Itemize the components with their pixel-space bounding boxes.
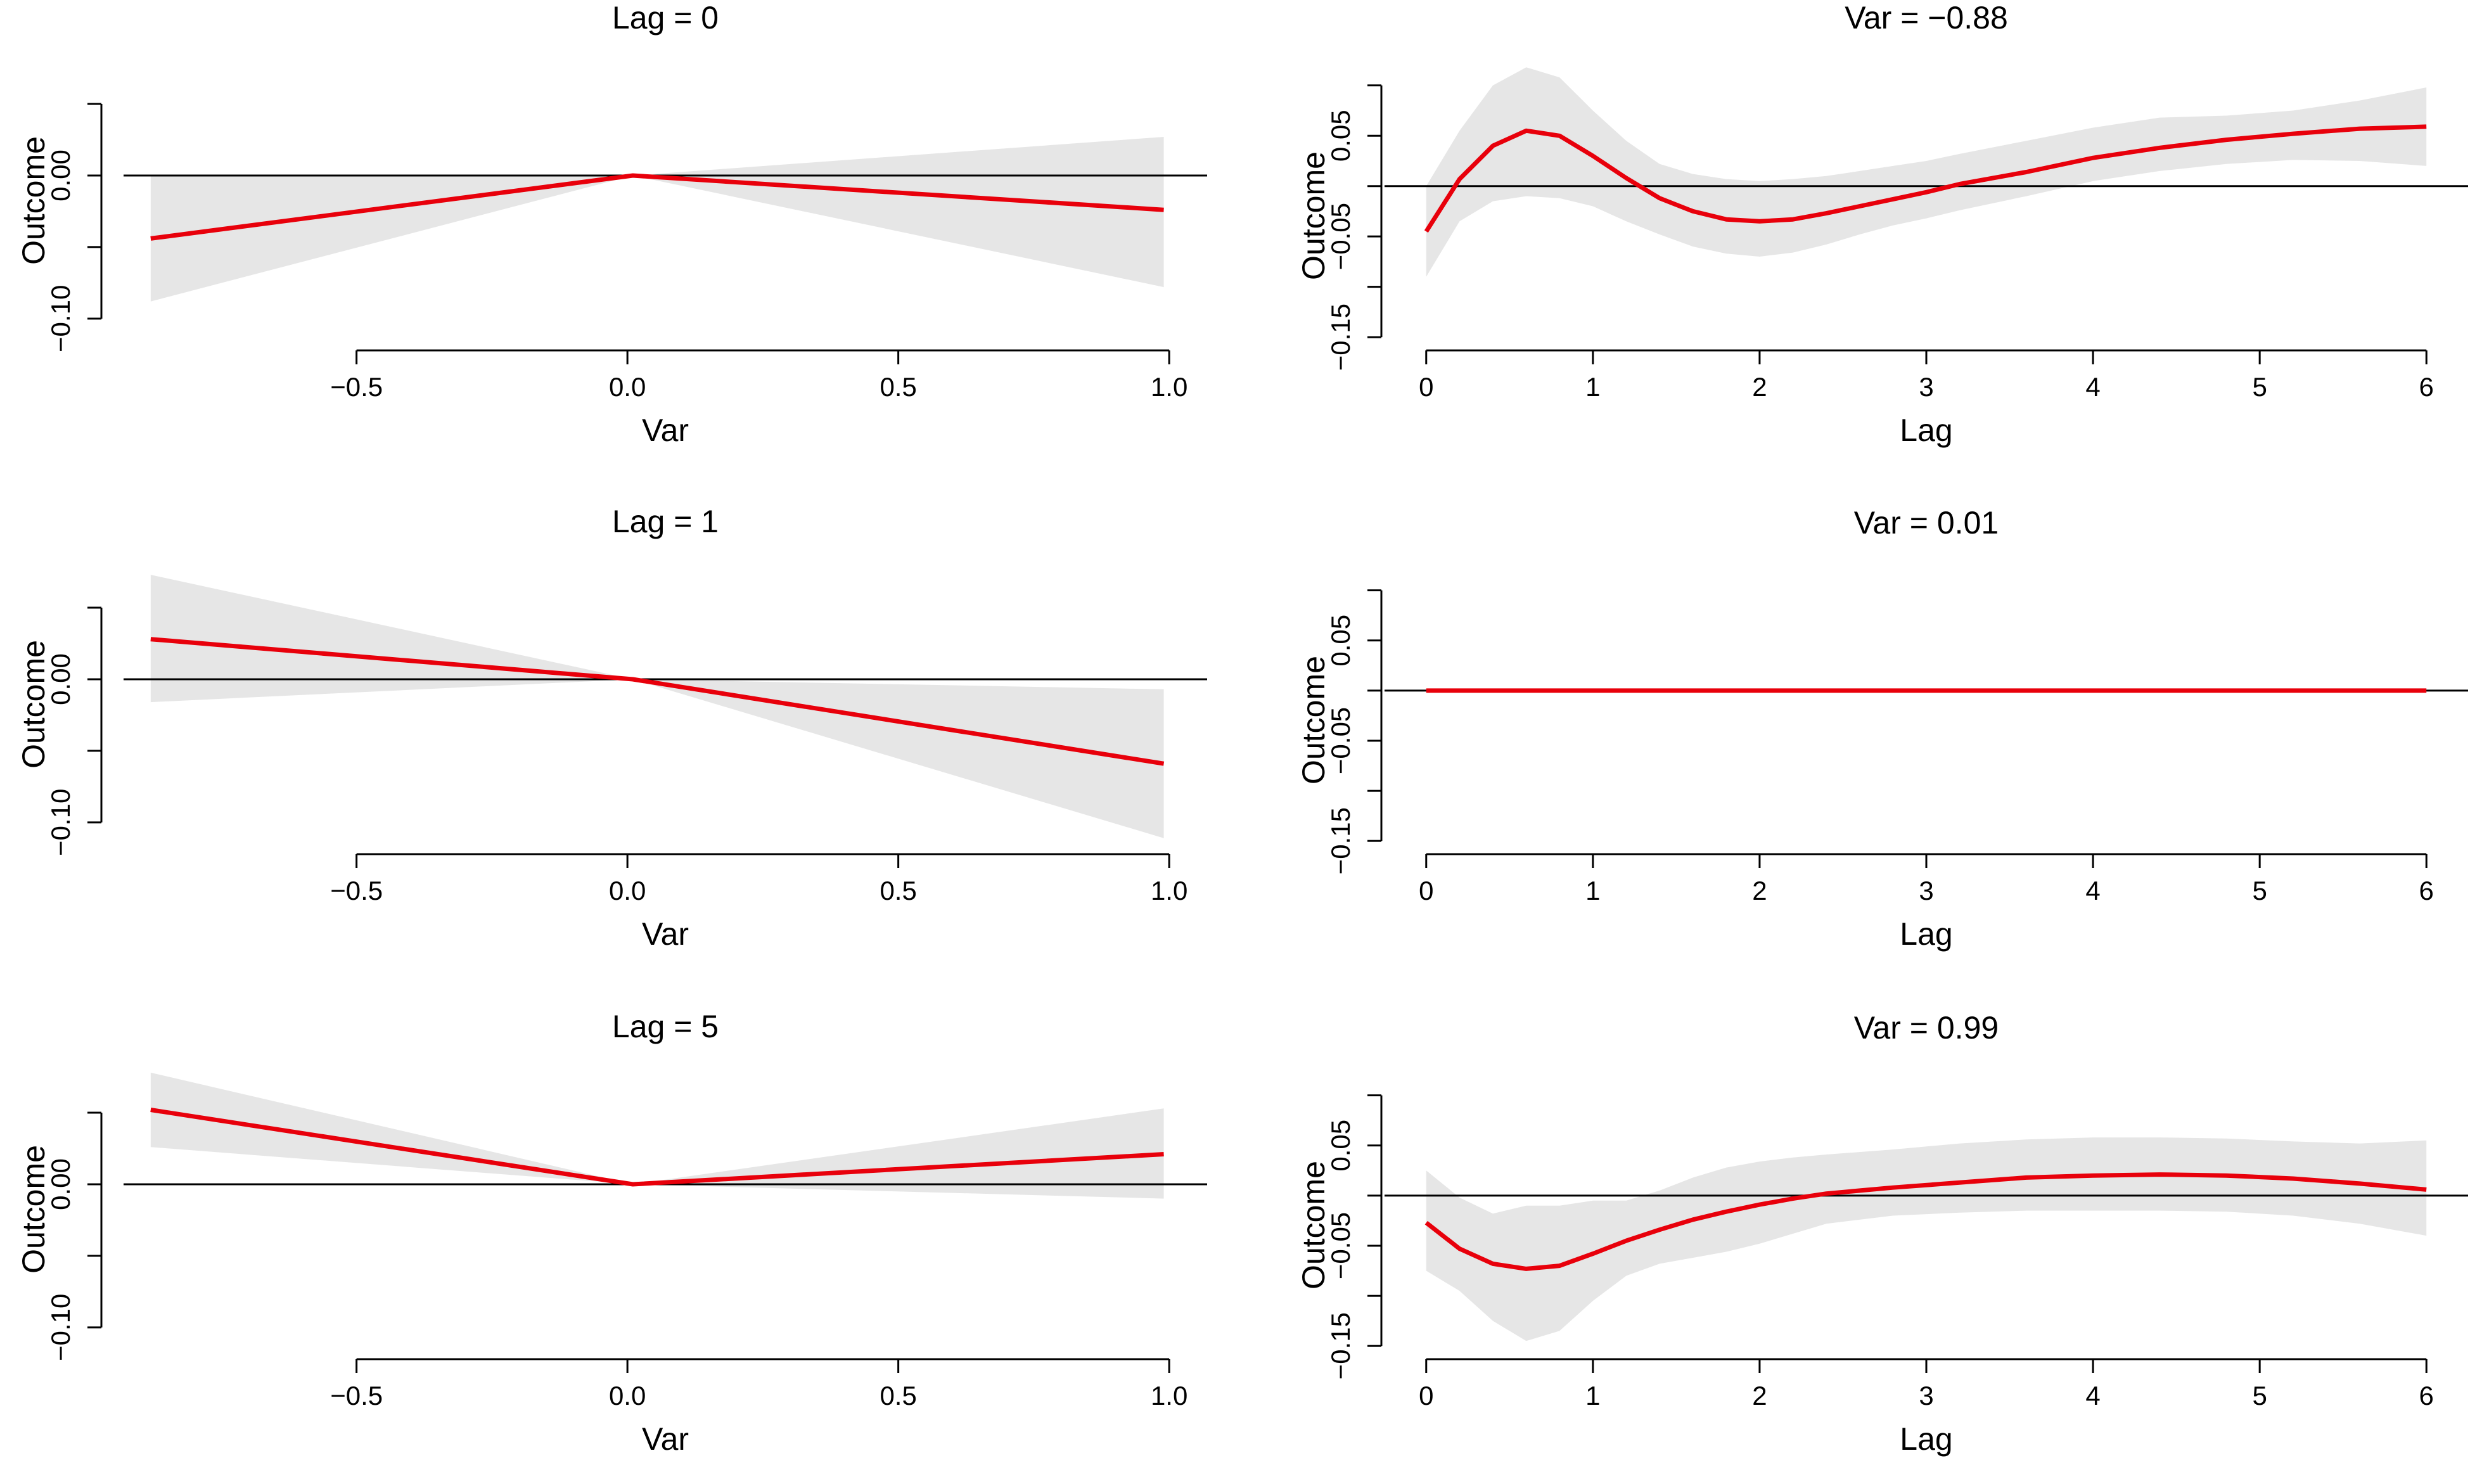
estimate-line <box>150 637 1165 766</box>
x-tick-label: 6 <box>2419 372 2434 402</box>
y-tick-label: 0.05 <box>1326 615 1355 667</box>
y-tick-label: 0.05 <box>1326 1120 1355 1172</box>
y-axis-label: Outcome <box>16 640 51 769</box>
x-axis-label: Lag <box>1900 916 1952 952</box>
x-tick-label: 2 <box>1752 372 1767 402</box>
x-axis-label: Var <box>642 916 689 952</box>
panel-title: Var = 0.01 <box>1854 505 1999 541</box>
x-tick-label: 0.0 <box>609 876 646 905</box>
y-tick-label: −0.05 <box>1326 707 1355 774</box>
confidence-band <box>150 575 1164 838</box>
x-tick-label: 0.5 <box>880 372 916 402</box>
y-tick-label: −0.10 <box>46 285 75 352</box>
x-axis-label: Var <box>642 1421 689 1457</box>
y-axis-label: Outcome <box>16 1145 51 1274</box>
panel-title: Lag = 5 <box>612 1009 719 1044</box>
panel-title: Lag = 0 <box>612 0 719 35</box>
y-tick-label: −0.05 <box>1326 1212 1355 1279</box>
x-tick-label: 5 <box>2252 876 2267 905</box>
x-tick-label: 5 <box>2252 372 2267 402</box>
x-tick-label: 4 <box>2085 1381 2100 1410</box>
y-tick-label: −0.15 <box>1326 304 1355 371</box>
x-axis-label: Var <box>642 413 689 448</box>
x-tick-label: 1.0 <box>1151 876 1187 905</box>
x-axis-label: Lag <box>1900 1421 1952 1457</box>
x-tick-label: −0.5 <box>330 1381 383 1410</box>
x-axis-label: Lag <box>1900 413 1952 448</box>
x-tick-label: 1.0 <box>1151 372 1187 402</box>
x-tick-label: 4 <box>2085 876 2100 905</box>
y-tick-label: −0.10 <box>46 1294 75 1361</box>
x-tick-label: −0.5 <box>330 876 383 905</box>
estimate-line <box>150 1108 1164 1187</box>
panel-title: Lag = 1 <box>612 504 719 539</box>
x-tick-label: 1 <box>1585 372 1600 402</box>
y-tick-label: −0.05 <box>1326 203 1355 270</box>
panel-4: −0.15 −0.05 0.05 0 1 2 3 4 5 6 Var = 0.01 Lag Outcom… <box>1296 505 2468 952</box>
y-tick-label: −0.15 <box>1326 1312 1355 1379</box>
y-tick-label: 0.00 <box>46 653 75 705</box>
x-tick-label: 3 <box>1919 372 1933 402</box>
y-tick-label: −0.15 <box>1326 807 1355 874</box>
confidence-band <box>150 137 1164 302</box>
y-tick-label: 0.00 <box>46 150 75 201</box>
y-tick-label: 0.05 <box>1326 110 1355 162</box>
x-tick-label: 6 <box>2419 876 2434 905</box>
panel-5: −0.10 0.00 −0.5 0.0 0.5 1.0 Lag = 5 Var Outcome <box>16 1009 1207 1457</box>
x-tick-label: 0.0 <box>609 372 646 402</box>
confidence-band <box>1426 1137 2427 1341</box>
x-tick-label: 0.5 <box>880 1381 916 1410</box>
y-axis-label: Outcome <box>16 136 51 265</box>
panel-1: −0.10 0.00 −0.5 0.0 0.5 1.0 Lag = 0 Var Outcome <box>16 0 1207 448</box>
panel-title: Var = 0.99 <box>1854 1010 1999 1046</box>
panel-6: −0.15 −0.05 0.05 0 1 2 3 4 5 6 Var = 0.99 Lag Outcom… <box>1296 1010 2468 1457</box>
x-tick-label: 5 <box>2252 1381 2267 1410</box>
y-tick-label: −0.10 <box>46 789 75 856</box>
x-tick-label: 0 <box>1419 1381 1433 1410</box>
y-axis-label: Outcome <box>1296 656 1331 784</box>
y-axis-label: Outcome <box>1296 1161 1331 1289</box>
confidence-band <box>1426 67 2427 277</box>
panel-2: −0.15 −0.05 0.05 0 1 2 3 4 5 6 Var = −0.88 Lag Outco… <box>1296 0 2468 448</box>
x-tick-label: 0.0 <box>609 1381 646 1410</box>
panel-3: −0.10 0.00 −0.5 0.0 0.5 1.0 Lag = 1 Var Outcome <box>16 504 1207 952</box>
x-tick-label: 0 <box>1419 372 1433 402</box>
x-tick-label: 0 <box>1419 876 1433 905</box>
x-tick-label: 2 <box>1752 876 1767 905</box>
x-tick-label: −0.5 <box>330 372 383 402</box>
x-tick-label: 4 <box>2085 372 2100 402</box>
panel-title: Var = −0.88 <box>1845 0 2008 35</box>
y-tick-label: 0.00 <box>46 1158 75 1210</box>
estimate-line <box>1424 1172 2427 1271</box>
x-tick-label: 1 <box>1585 1381 1600 1410</box>
y-axis-label: Outcome <box>1296 151 1331 280</box>
confidence-band <box>150 1072 1164 1199</box>
x-tick-label: 3 <box>1919 1381 1933 1410</box>
estimate-line <box>150 173 1164 241</box>
x-tick-label: 1 <box>1585 876 1600 905</box>
x-tick-label: 2 <box>1752 1381 1767 1410</box>
x-tick-label: 1.0 <box>1151 1381 1187 1410</box>
x-tick-label: 6 <box>2419 1381 2434 1410</box>
x-tick-label: 3 <box>1919 876 1933 905</box>
x-tick-label: 0.5 <box>880 876 916 905</box>
estimate-line <box>1424 124 2427 233</box>
